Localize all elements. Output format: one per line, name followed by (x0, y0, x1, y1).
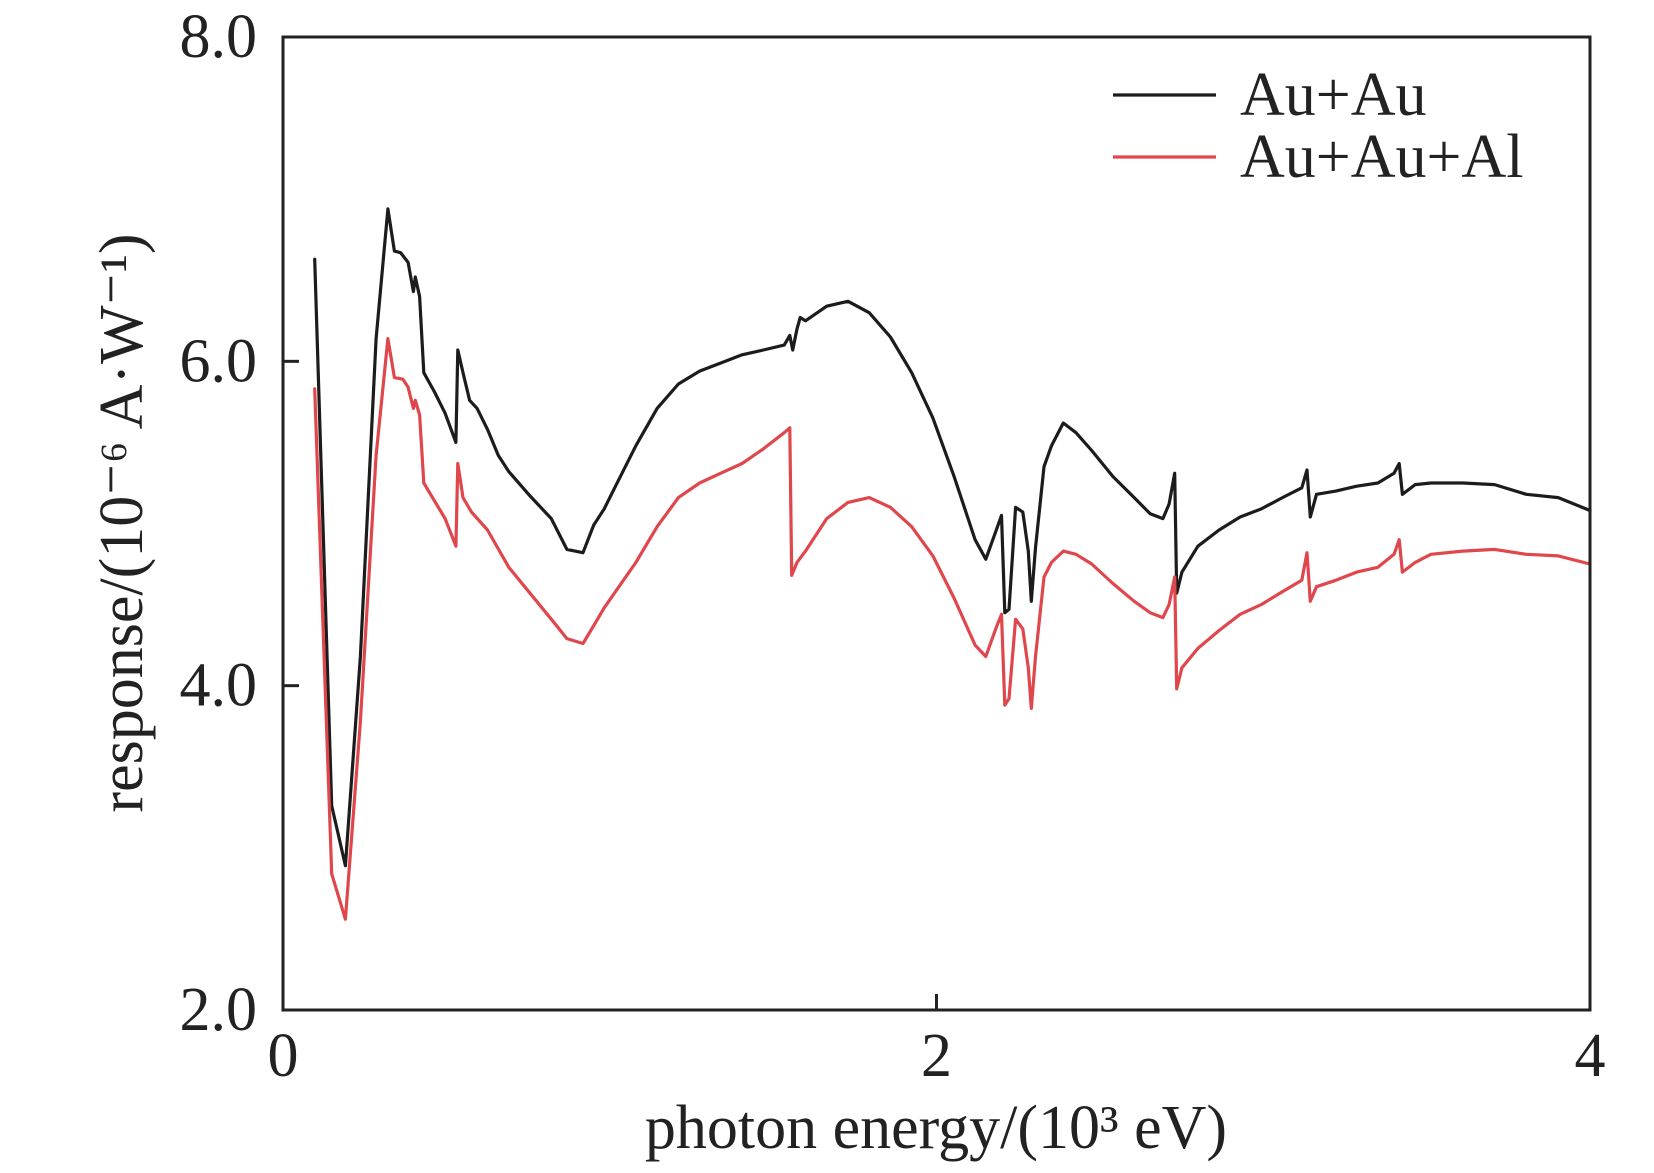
x-tick-label: 0 (268, 1022, 299, 1090)
series-line-au-au-al (313, 337, 1592, 921)
legend-label: Au+Au (1240, 61, 1427, 129)
y-tick-label: 6.0 (180, 327, 258, 395)
series-line-au-au (313, 207, 1592, 868)
y-axis-title: response/(10⁻⁶ A·W⁻¹) (88, 233, 156, 812)
plot-frame (281, 35, 1592, 1012)
y-tick-label: 2.0 (180, 976, 258, 1044)
y-tick-label: 8.0 (180, 3, 258, 71)
legend-item-au-au: Au+Au (1113, 61, 1427, 129)
legend-item-au-au-al: Au+Au+Al (1113, 123, 1523, 191)
legend-label: Au+Au+Al (1240, 123, 1523, 191)
x-tick-label: 2 (921, 1022, 952, 1090)
y-tick-label: 4.0 (180, 652, 258, 720)
x-tick-label: 4 (1575, 1022, 1606, 1090)
x-axis-title: photon energy/(10³ eV) (645, 1094, 1227, 1162)
series-layer (313, 207, 1592, 921)
